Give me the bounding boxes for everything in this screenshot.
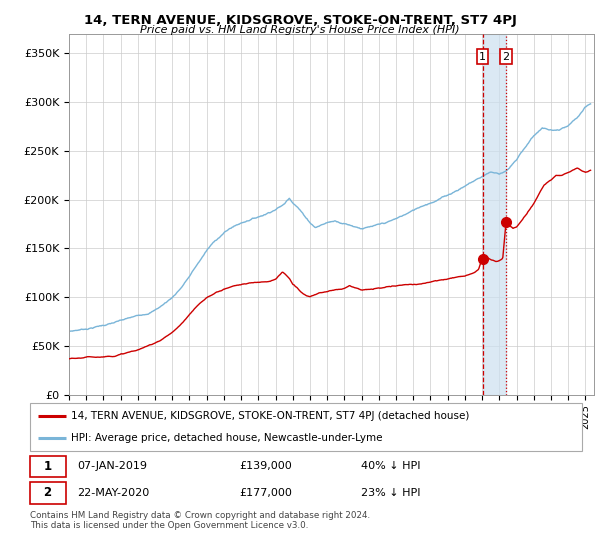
Text: 2: 2 <box>44 487 52 500</box>
Text: Contains HM Land Registry data © Crown copyright and database right 2024.
This d: Contains HM Land Registry data © Crown c… <box>30 511 370 530</box>
Text: 1: 1 <box>44 460 52 473</box>
Text: £177,000: £177,000 <box>240 488 293 498</box>
Bar <box>482 34 506 395</box>
Text: 2: 2 <box>502 52 509 62</box>
Bar <box>30 482 66 503</box>
Text: 40% ↓ HPI: 40% ↓ HPI <box>361 461 421 472</box>
Text: HPI: Average price, detached house, Newcastle-under-Lyme: HPI: Average price, detached house, Newc… <box>71 433 383 443</box>
Text: Price paid vs. HM Land Registry's House Price Index (HPI): Price paid vs. HM Land Registry's House … <box>140 25 460 35</box>
Text: 22-MAY-2020: 22-MAY-2020 <box>77 488 149 498</box>
Text: 1: 1 <box>479 52 486 62</box>
Bar <box>30 456 66 477</box>
Text: 23% ↓ HPI: 23% ↓ HPI <box>361 488 421 498</box>
Text: 14, TERN AVENUE, KIDSGROVE, STOKE-ON-TRENT, ST7 4PJ (detached house): 14, TERN AVENUE, KIDSGROVE, STOKE-ON-TRE… <box>71 411 470 421</box>
Text: £139,000: £139,000 <box>240 461 293 472</box>
Text: 14, TERN AVENUE, KIDSGROVE, STOKE-ON-TRENT, ST7 4PJ: 14, TERN AVENUE, KIDSGROVE, STOKE-ON-TRE… <box>83 14 517 27</box>
Text: 07-JAN-2019: 07-JAN-2019 <box>77 461 147 472</box>
